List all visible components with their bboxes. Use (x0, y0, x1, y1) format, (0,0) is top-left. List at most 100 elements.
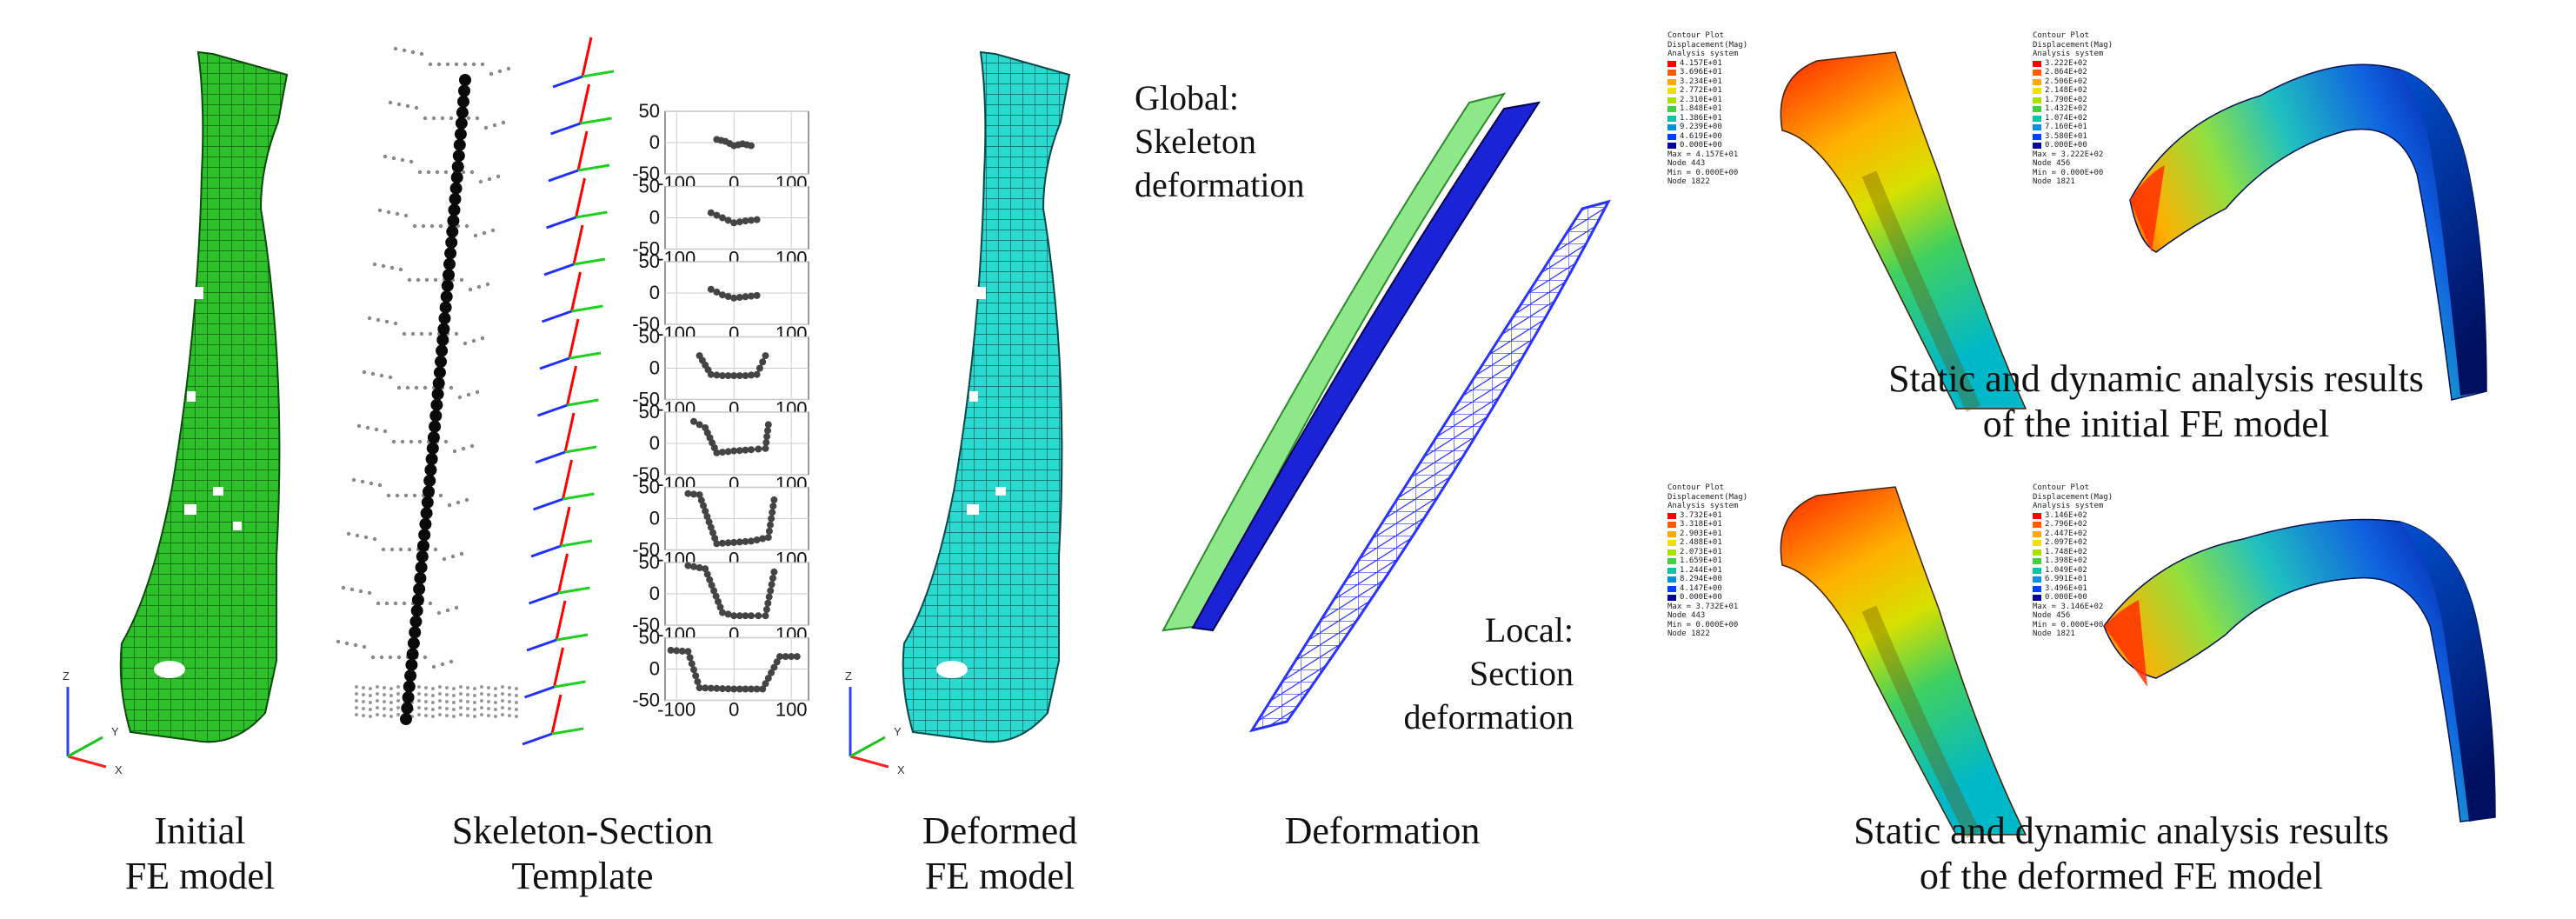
initial-fe-model: Z Y X (63, 50, 289, 776)
caption-initial-fe-model: Initial FE model (61, 809, 339, 899)
ghost-point (475, 390, 480, 395)
ghost-point (480, 713, 483, 716)
legend-entry: 1.790E+02 (2033, 96, 2113, 105)
legend-swatch (2033, 143, 2041, 149)
local-frame-icon (548, 130, 610, 183)
ghost-point (501, 692, 504, 696)
ghost-point (469, 443, 475, 449)
legend-value: 3.580E+01 (2045, 131, 2087, 141)
ghost-point (416, 277, 421, 283)
ghost-point (494, 687, 497, 690)
ghost-point (417, 692, 421, 696)
skeleton-point (415, 561, 428, 574)
profile-point (782, 653, 789, 661)
profile-point (762, 352, 769, 360)
ghost-point (501, 713, 504, 716)
legend-entry: 3.580E+01 (2033, 132, 2113, 142)
legend-swatch (2033, 97, 2041, 103)
skeleton-points (400, 74, 471, 725)
profile-point (711, 535, 719, 543)
ghost-point (419, 331, 424, 336)
ghost-point (433, 277, 438, 283)
caption-static-initial: Static and dynamic analysis results of t… (1808, 356, 2504, 447)
y-tick-label: 0 (649, 357, 660, 379)
ghost-point (362, 370, 367, 375)
profile-point (773, 658, 781, 666)
profile-point (724, 685, 732, 693)
profile-point (762, 612, 769, 620)
profile-point (764, 427, 771, 435)
profile-point (759, 535, 767, 543)
ghost-point (372, 536, 377, 542)
legend-stat: Node 1821 (2033, 629, 2075, 638)
contour-legend-static-deformed: Contour Plot Displacement(Mag) Analysis sy… (1667, 483, 1747, 639)
skeleton-point (423, 474, 436, 487)
static-result-initial (1780, 51, 2027, 412)
legend-title: Contour Plot (2033, 31, 2090, 40)
local-frame-icon (552, 37, 615, 89)
profile-point (764, 675, 772, 683)
profile-point (692, 672, 700, 680)
ghost-point (473, 701, 476, 704)
ghost-point (396, 102, 402, 107)
profile-point (696, 421, 703, 429)
ghost-point (377, 208, 383, 213)
axis-z-label: Z (845, 669, 852, 683)
ghost-point (423, 385, 428, 390)
ghost-point (445, 707, 449, 710)
profile-point (705, 518, 713, 526)
ghost-point (409, 159, 414, 164)
y-tick-label: -50 (632, 163, 660, 184)
contour-legend-dynamic-deformed: Contour Plot Displacement(Mag) Analysis sy… (2033, 483, 2113, 639)
ghost-point (389, 547, 395, 552)
x-tick-label: -100 (657, 699, 696, 721)
ghost-point (459, 706, 463, 709)
ghost-point (370, 655, 376, 660)
ghost-point (473, 233, 478, 238)
skeleton-point (450, 171, 463, 184)
ghost-point (487, 176, 492, 182)
ghost-point (365, 425, 370, 430)
y-tick-label: 50 (639, 401, 660, 423)
ghost-point (494, 694, 497, 697)
ghost-point (515, 701, 518, 704)
skeleton-point (409, 626, 422, 639)
legend-value: 2.097E+02 (2045, 538, 2087, 547)
profile-point (736, 218, 743, 226)
ghost-point (388, 100, 393, 105)
ghost-point (464, 223, 469, 229)
profile-point (765, 527, 773, 535)
ghost-point (407, 277, 412, 283)
legend-stat: Node 456 (2033, 611, 2071, 620)
profile-point (712, 592, 720, 600)
skeleton-point (443, 257, 456, 270)
profile-point (753, 685, 761, 693)
legend-swatch (2033, 60, 2041, 67)
skeleton-point (447, 214, 460, 227)
legend-value: 3.234E+01 (1680, 77, 1722, 86)
profile-point (713, 684, 721, 692)
legend-title: Displacement(Mag) (1667, 492, 1748, 502)
legend-value: 1.848E+01 (1680, 104, 1722, 113)
y-tick-label: -50 (632, 689, 660, 711)
legend-entry: 2.903E+01 (1667, 529, 1747, 539)
profile-point (793, 653, 801, 661)
ghost-point (424, 277, 429, 283)
ghost-point (489, 71, 494, 77)
ghost-point (412, 493, 417, 498)
ghost-point (398, 547, 403, 552)
legend-swatch (2033, 124, 2041, 130)
profile-point (719, 609, 726, 616)
profile-point (742, 446, 749, 454)
ghost-point (383, 700, 386, 703)
legend-value: 6.991E+01 (2045, 575, 2087, 583)
ghost-point (384, 319, 389, 324)
skeleton-point (425, 453, 438, 465)
legend-value: 2.796E+02 (2045, 520, 2087, 529)
skeleton-point (403, 680, 416, 693)
profile-point (742, 372, 749, 380)
ghost-point (376, 692, 379, 696)
legend-entry: 3.234E+01 (1667, 77, 1747, 87)
legend-title: Analysis system (1667, 502, 1739, 510)
profile-point (686, 654, 694, 662)
